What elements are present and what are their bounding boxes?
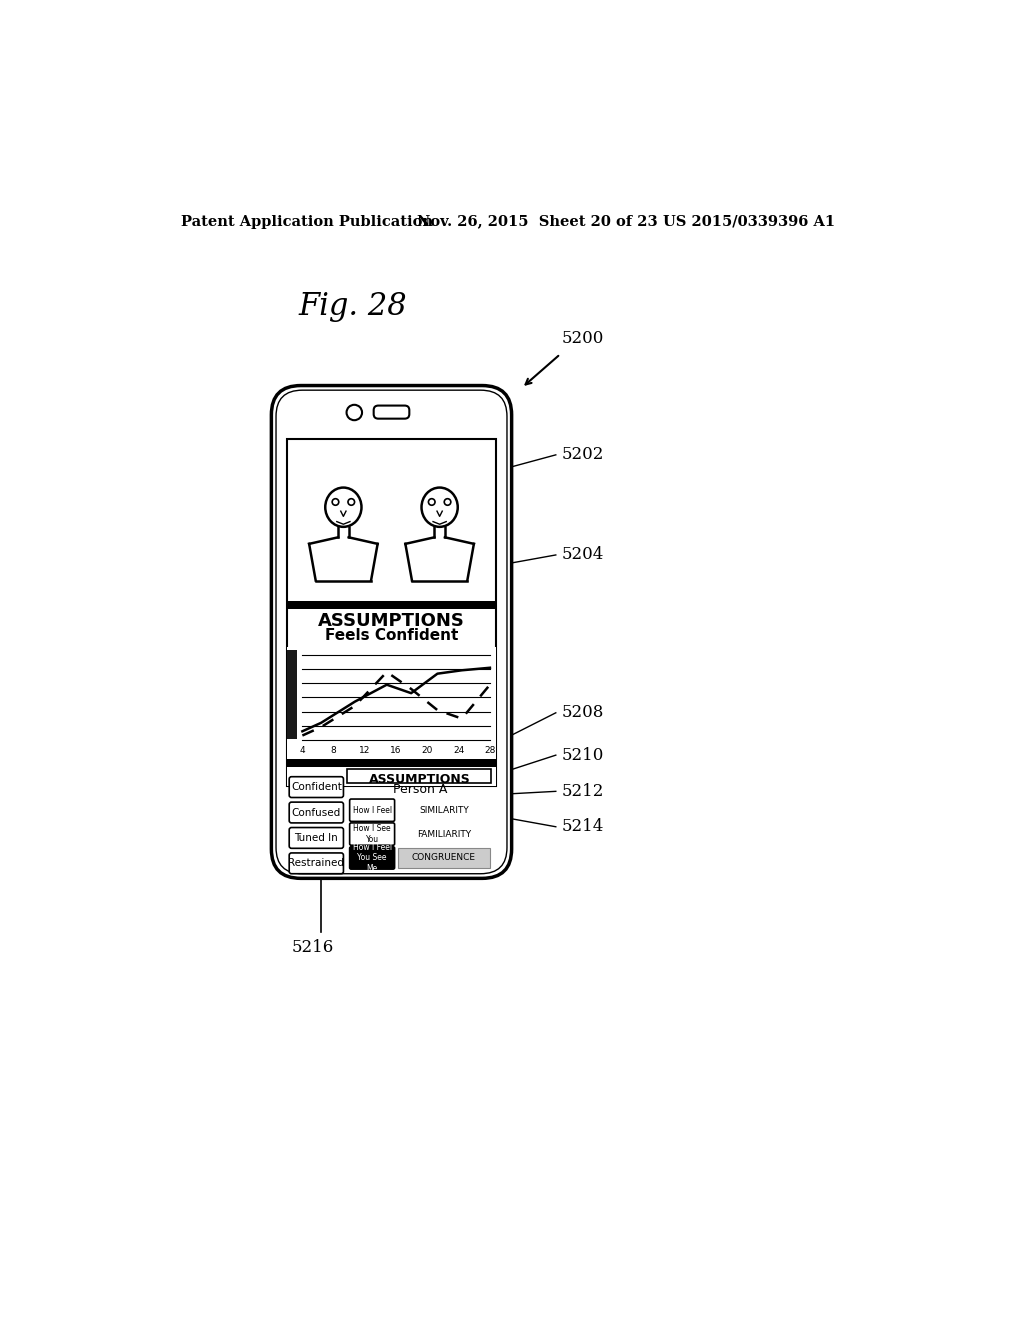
Text: Restrained: Restrained xyxy=(289,858,344,869)
Bar xyxy=(287,647,496,759)
Text: Fig. 28: Fig. 28 xyxy=(299,290,408,322)
Text: Person A: Person A xyxy=(393,783,447,796)
Text: 12: 12 xyxy=(359,746,371,755)
FancyBboxPatch shape xyxy=(289,803,343,822)
Text: 5216: 5216 xyxy=(292,939,335,956)
Text: 16: 16 xyxy=(390,746,401,755)
Text: Tuned In: Tuned In xyxy=(295,833,338,843)
Text: 5202: 5202 xyxy=(562,446,604,463)
Text: Patent Application Publication: Patent Application Publication xyxy=(180,215,433,228)
Text: 24: 24 xyxy=(453,746,464,755)
FancyBboxPatch shape xyxy=(349,822,394,845)
Text: 28: 28 xyxy=(484,746,496,755)
Bar xyxy=(287,759,496,767)
Bar xyxy=(287,601,496,609)
Text: ASSUMPTIONS: ASSUMPTIONS xyxy=(370,774,471,787)
Bar xyxy=(347,770,492,783)
Text: Nov. 26, 2015  Sheet 20 of 23: Nov. 26, 2015 Sheet 20 of 23 xyxy=(417,215,657,228)
Text: 5212: 5212 xyxy=(562,783,604,800)
Text: 5204: 5204 xyxy=(562,546,604,564)
Text: CONGRUENCE: CONGRUENCE xyxy=(412,854,476,862)
Text: 5200: 5200 xyxy=(562,330,604,347)
FancyBboxPatch shape xyxy=(289,828,343,849)
Text: 5214: 5214 xyxy=(562,818,604,836)
Text: SIMILARITY: SIMILARITY xyxy=(419,805,469,814)
Text: 5210: 5210 xyxy=(562,747,604,764)
FancyBboxPatch shape xyxy=(289,776,343,797)
Bar xyxy=(287,440,496,785)
Bar xyxy=(287,651,297,739)
Text: 4: 4 xyxy=(300,746,305,755)
Text: ASSUMPTIONS: ASSUMPTIONS xyxy=(318,612,465,630)
Text: 20: 20 xyxy=(422,746,433,755)
FancyBboxPatch shape xyxy=(271,385,512,878)
Bar xyxy=(397,847,489,869)
Ellipse shape xyxy=(422,487,458,527)
FancyBboxPatch shape xyxy=(349,847,394,869)
Text: Confused: Confused xyxy=(292,808,341,817)
Text: How I Feel: How I Feel xyxy=(352,805,392,814)
Text: How I Feel
You See
Me: How I Feel You See Me xyxy=(352,843,392,873)
Text: FAMILIARITY: FAMILIARITY xyxy=(417,829,471,838)
FancyBboxPatch shape xyxy=(289,853,343,874)
FancyBboxPatch shape xyxy=(374,405,410,418)
Text: US 2015/0339396 A1: US 2015/0339396 A1 xyxy=(663,215,835,228)
Bar xyxy=(287,767,496,785)
Text: How I See
You: How I See You xyxy=(353,825,391,843)
Text: 5208: 5208 xyxy=(562,705,604,721)
Text: Confident: Confident xyxy=(291,783,342,792)
Ellipse shape xyxy=(326,487,361,527)
Text: 8: 8 xyxy=(331,746,337,755)
FancyBboxPatch shape xyxy=(349,799,394,821)
Text: Feels Confident: Feels Confident xyxy=(325,628,458,643)
FancyBboxPatch shape xyxy=(276,391,507,874)
